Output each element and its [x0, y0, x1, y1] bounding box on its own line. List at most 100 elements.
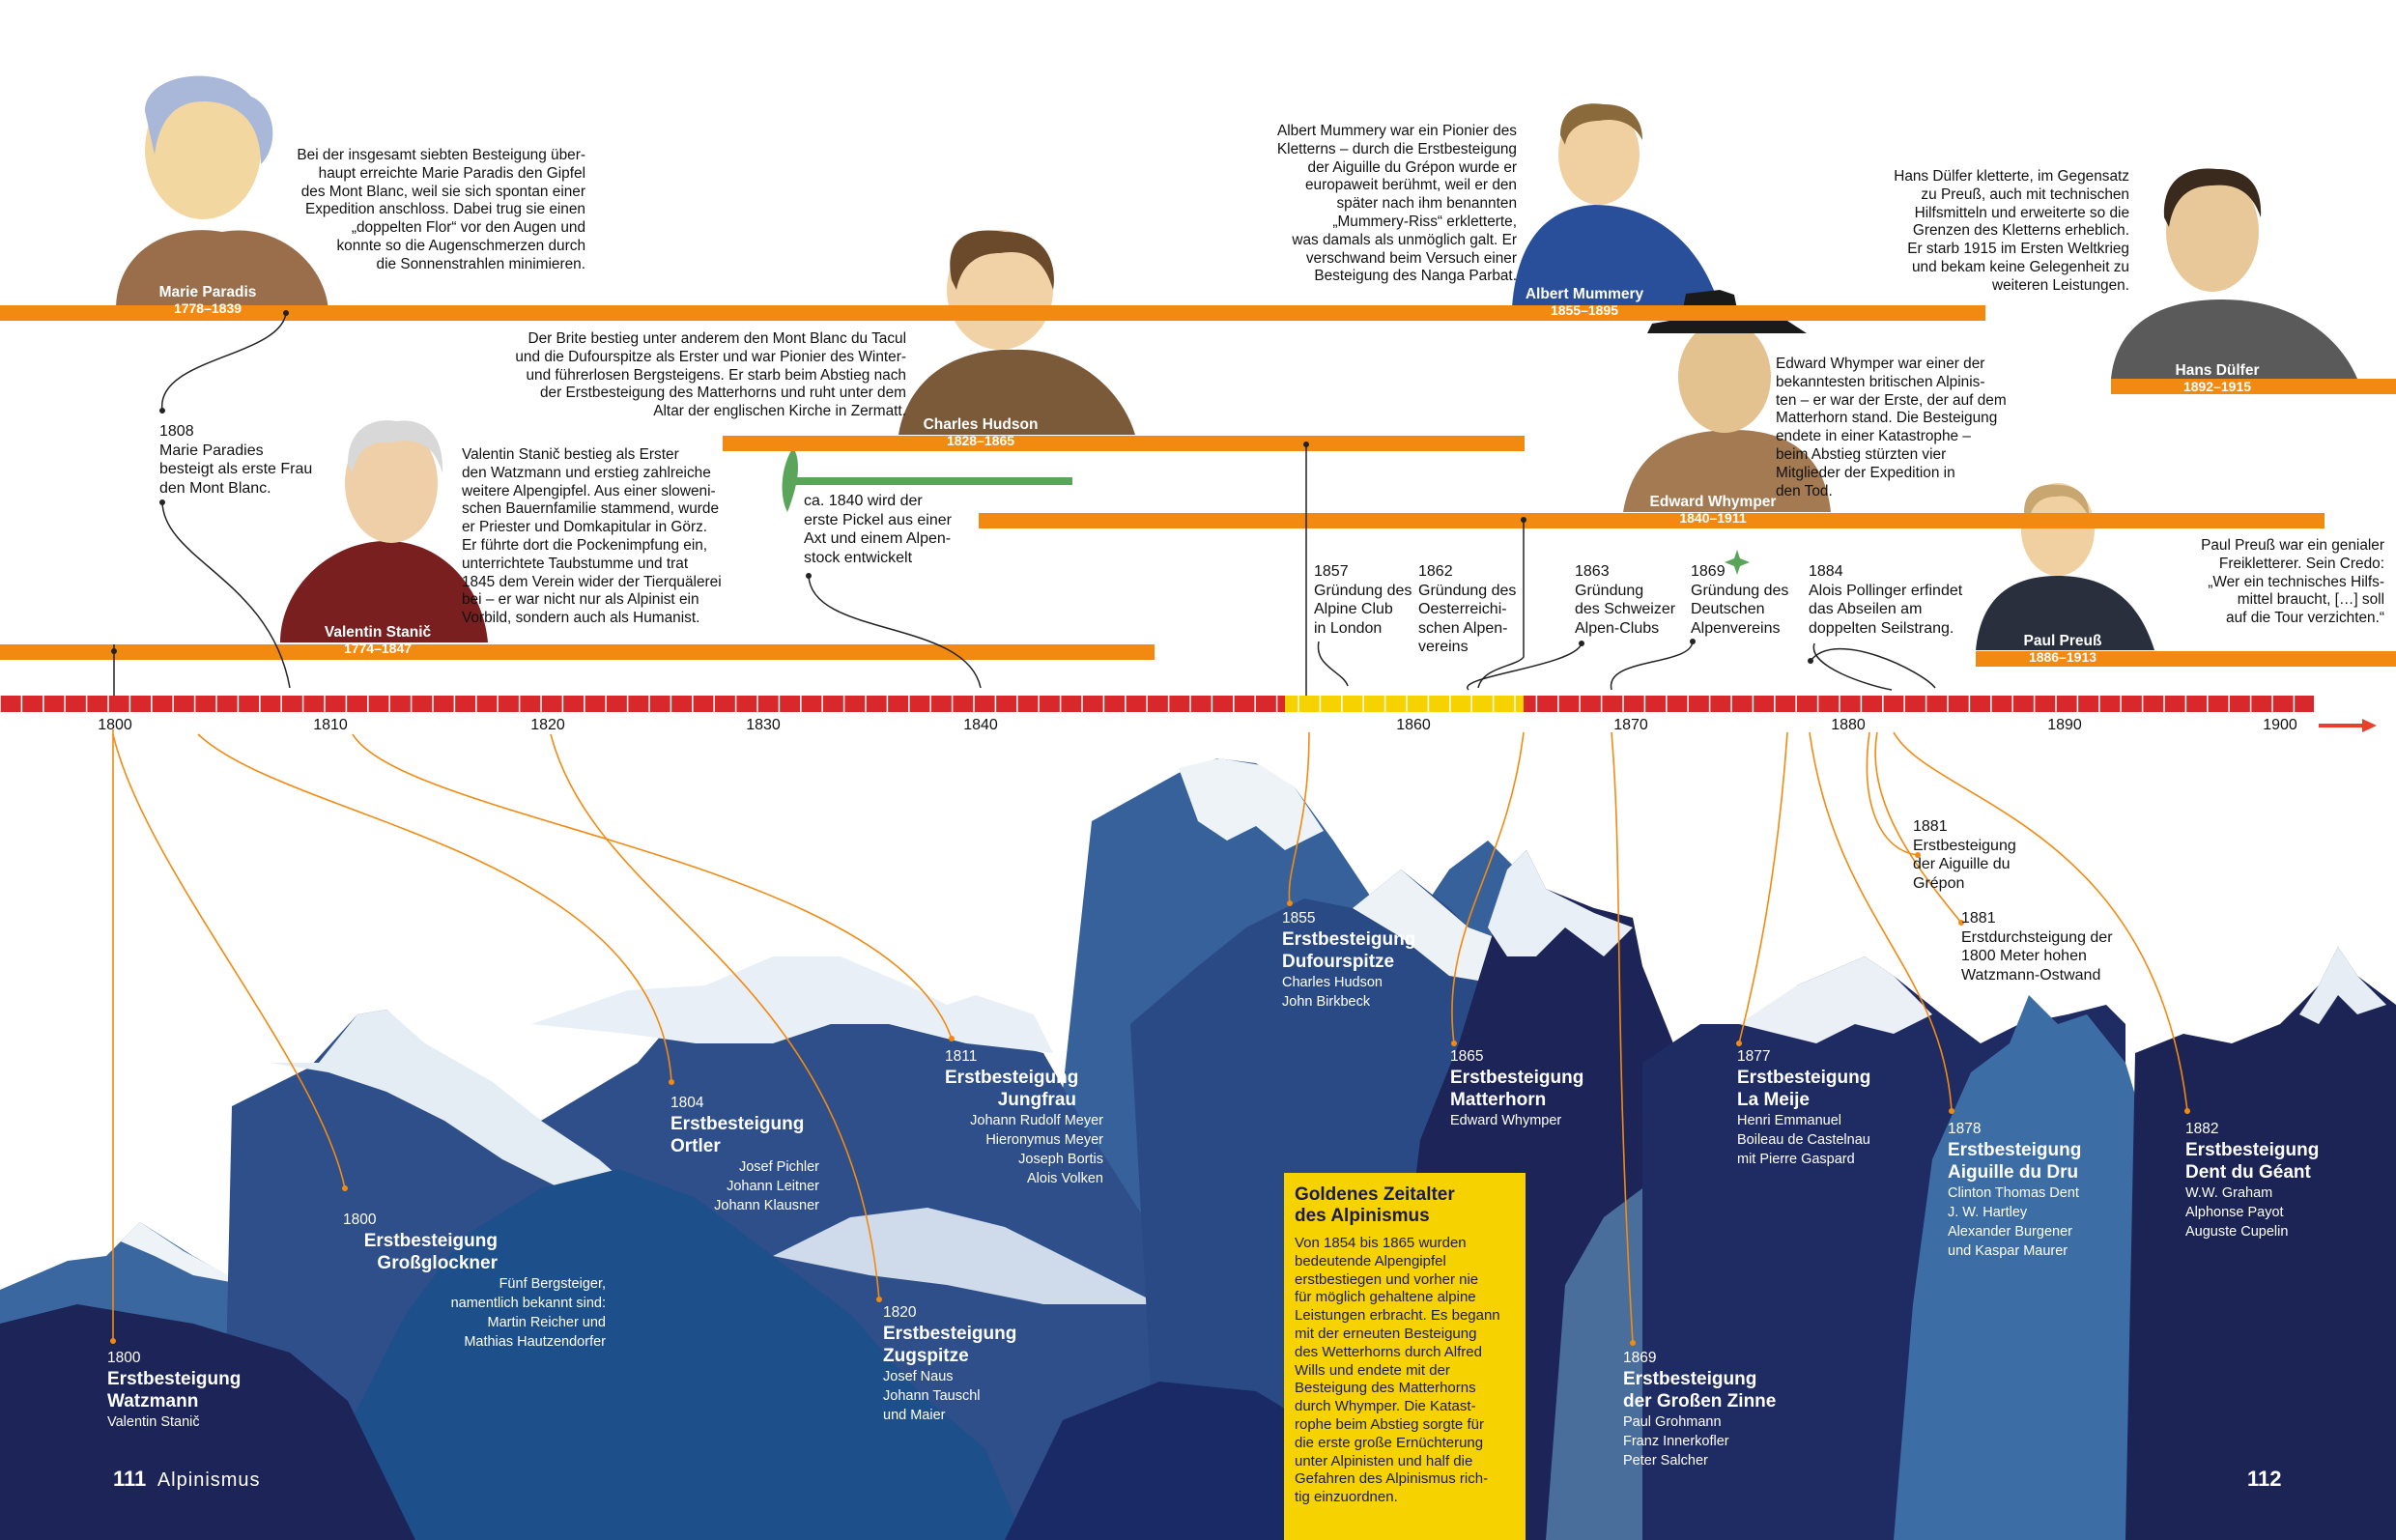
person-name: Valentin Stanič — [324, 624, 432, 641]
peak-year: 1800 — [343, 1212, 377, 1228]
peak-grossglockner: 1800 Erstbesteigung Großglockner Fünf Be… — [343, 1211, 633, 1352]
peak-watzmann: 1800 Erstbesteigung Watzmann Valentin St… — [107, 1349, 300, 1432]
peak-title: Erstbesteigung Großglockner — [363, 1230, 498, 1273]
axis-tick: 1820 — [530, 717, 565, 733]
person-charles-hudson: Charles Hudson 1828–1865 — [889, 416, 1072, 449]
peak-title: Erstbesteigung Dufourspitze — [1282, 928, 1416, 972]
axis-tick: 1810 — [313, 717, 348, 733]
connector-dots — [111, 310, 1813, 664]
peak-year: 1811 — [945, 1048, 978, 1065]
peak-people: Josef Pichler Johann Leitner Johann Klau… — [714, 1158, 819, 1213]
peak-title: Erstbesteigung La Meije — [1737, 1067, 1871, 1110]
axis-tick: 1890 — [2047, 717, 2082, 733]
person-years: 1828–1865 — [946, 433, 1015, 448]
mountain-zugspitze — [290, 1169, 1024, 1540]
event-text: Alois Pollinger erfindet das Abseilen am… — [1809, 582, 1963, 637]
section-title: Alpinismus — [157, 1469, 261, 1491]
peak-grosse-zinne: 1869 Erstbesteigung der Großen Zinne Pau… — [1623, 1349, 1836, 1470]
person-name: Marie Paradis — [158, 284, 257, 300]
portrait-charles-hudson — [898, 230, 1135, 435]
footer-left: 111 Alpinismus — [113, 1467, 261, 1492]
event-text: Marie Paradies besteigt als erste Frau d… — [159, 442, 313, 497]
peak-people: Johann Rudolf Meyer Hieronymus Meyer Jos… — [970, 1112, 1103, 1186]
person-text-albert-mummery: Albert Mummery war ein Pionier des Klett… — [1276, 123, 1517, 285]
peak-year: 1820 — [883, 1304, 917, 1321]
person-name: Hans Dülfer — [2175, 362, 2260, 379]
golden-age-text: Von 1854 bis 1865 wurden bedeutende Alpe… — [1295, 1235, 1500, 1506]
peak-people: Josef Naus Johann Tauschl und Maier — [883, 1368, 981, 1423]
peak-people: Edward Whymper — [1450, 1112, 1562, 1128]
mountain-dent-du-geant — [2125, 947, 2396, 1540]
person-name: Paul Preuß — [2023, 633, 2102, 649]
peak-title: Erstbesteigung Matterhorn — [1450, 1067, 1584, 1110]
peak-matterhorn: 1865 Erstbesteigung Matterhorn Edward Wh… — [1450, 1047, 1643, 1130]
page-number-right: 112 — [2247, 1467, 2282, 1491]
event-1808: 1808 Marie Paradies besteigt als erste F… — [159, 422, 353, 498]
axis-tick: 1830 — [746, 717, 781, 733]
peak-year: 1869 — [1623, 1350, 1657, 1366]
ice-axe-icon — [782, 449, 1072, 512]
footer-right: 112 — [2247, 1467, 2282, 1492]
peak-year: 1882 — [2185, 1121, 2219, 1137]
axis-tick: 1840 — [963, 717, 998, 733]
page-number-left: 111 — [113, 1467, 147, 1491]
person-text-charles-hudson: Der Brite bestieg unter anderem den Mont… — [515, 330, 906, 420]
event-1863: 1863 Gründung des Schweizer Alpen-Clubs — [1575, 562, 1691, 638]
peak-year: 1804 — [670, 1095, 704, 1111]
golden-age-box: Goldenes Zeitalter des Alpinismus Von 18… — [1284, 1173, 1526, 1540]
peak-people: Fünf Bergsteiger, namentlich bekannt sin… — [450, 1275, 606, 1350]
peak-year: 1877 — [1737, 1048, 1771, 1065]
peak-title: Erstbesteigung Zugspitze — [883, 1323, 1017, 1366]
person-albert-mummery: Albert Mummery 1855–1895 — [1493, 286, 1676, 319]
event-connectors — [113, 312, 1936, 696]
event-year: 1863 — [1575, 563, 1610, 580]
person-years: 1778–1839 — [173, 300, 242, 316]
person-text-paul-preuss: Paul Preuß war ein genialer Freiklettere… — [2201, 537, 2384, 627]
peak-people: Clinton Thomas Dent J. W. Hartley Alexan… — [1948, 1184, 2079, 1259]
event-1862: 1862 Gründung des Oesterreichi- schen Al… — [1418, 562, 1534, 657]
peak-dots — [110, 852, 2190, 1346]
event-year: 1881 — [1961, 910, 1996, 927]
peak-jungfrau: 1811 Erstbesteigung Jungfrau Johann Rudo… — [945, 1047, 1138, 1188]
peak-year: 1865 — [1450, 1048, 1484, 1065]
person-name: Edward Whymper — [1649, 494, 1777, 510]
peak-title: Erstbesteigung Dent du Géant — [2185, 1139, 2320, 1183]
portrait-edward-whymper — [1623, 290, 1831, 512]
person-name: Charles Hudson — [923, 416, 1039, 433]
axis-tick: 1870 — [1613, 717, 1648, 733]
event-year: 1862 — [1418, 563, 1453, 580]
mountain-aiguille-du-dru — [1894, 995, 2193, 1540]
event-year: 1884 — [1809, 563, 1843, 580]
person-text-valentin-stanic: Valentin Stanič bestieg als Erster den W… — [462, 446, 722, 627]
portrait-hans-duelfer — [2111, 168, 2357, 379]
person-text-hans-duelfer: Hans Dülfer kletterte, im Gegensatz zu P… — [1894, 168, 2129, 294]
mountain-foreground-left — [0, 1304, 415, 1540]
person-edward-whymper: Edward Whymper 1840–1911 — [1621, 494, 1805, 527]
peak-connectors — [112, 729, 2188, 1344]
event-year: 1808 — [159, 423, 194, 440]
portrait-valentin-stanic — [280, 420, 488, 642]
event-1884: 1884 Alois Pollinger erfindet das Abseil… — [1809, 562, 2021, 638]
peak-zugspitze: 1820 Erstbesteigung Zugspitze Josef Naus… — [883, 1303, 1076, 1425]
axis-tick: 1860 — [1396, 717, 1431, 733]
event-text: Gründung des Alpine Club in London — [1314, 582, 1412, 637]
person-text-marie-paradis: Bei der insgesamt siebten Besteigung übe… — [297, 147, 585, 272]
person-paul-preuss: Paul Preuß 1886–1913 — [1971, 633, 2154, 666]
person-marie-paradis: Marie Paradis 1778–1839 — [116, 284, 300, 317]
peak-year: 1800 — [107, 1350, 141, 1366]
event-1869: 1869 Gründung des Deutschen Alpenvereins — [1691, 562, 1807, 638]
event-1881-grepon: 1881 Erstbesteigung der Aiguille du Grép… — [1913, 817, 2058, 893]
peak-people: Valentin Stanič — [107, 1413, 200, 1430]
axis-tick: 1800 — [98, 717, 132, 733]
peak-title: Erstbesteigung Aiguille du Dru — [1948, 1139, 2082, 1183]
person-years: 1774–1847 — [343, 641, 413, 656]
timeline-axis — [0, 696, 2377, 732]
event-year: 1857 — [1314, 563, 1349, 580]
event-text: Gründung des Deutschen Alpenvereins — [1691, 582, 1789, 637]
event-ice-axe: ca. 1840 wird der erste Pickel aus einer… — [804, 493, 952, 566]
event-text: Erstbesteigung der Aiguille du Grépon — [1913, 837, 2016, 892]
axis-tick: 1900 — [2263, 717, 2297, 733]
peak-aiguille-du-dru: 1878 Erstbesteigung Aiguille du Dru Clin… — [1948, 1120, 2141, 1261]
person-name: Albert Mummery — [1525, 286, 1644, 302]
